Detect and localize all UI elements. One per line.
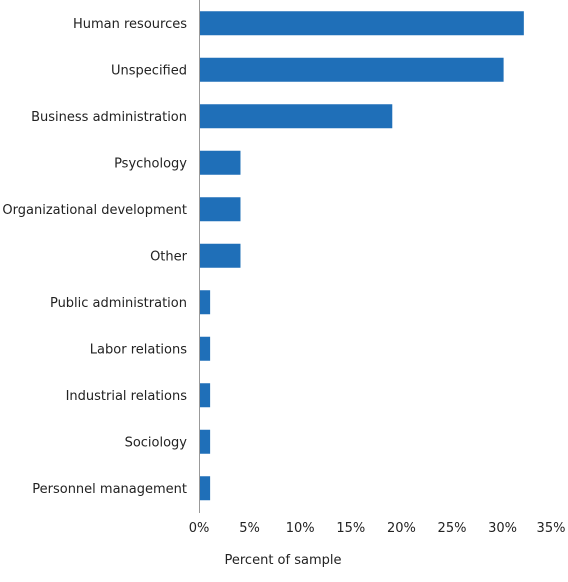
category-label: Psychology	[114, 156, 187, 171]
category-label: Personnel management	[32, 482, 187, 497]
category-label: Unspecified	[111, 63, 187, 78]
bars	[200, 11, 524, 501]
category-label: Public administration	[50, 296, 187, 311]
category-label: Other	[150, 249, 188, 264]
category-labels: Human resources Unspecified Business admin…	[2, 17, 187, 497]
category-label: Sociology	[125, 435, 188, 450]
x-tick-label: 15%	[336, 521, 365, 536]
bar-public-administration	[200, 290, 211, 315]
category-label: Industrial relations	[66, 389, 188, 404]
x-tick-label: 30%	[488, 521, 517, 536]
x-tick-label: 20%	[387, 521, 416, 536]
bar-personnel-management	[200, 476, 211, 501]
bar-unspecified	[200, 57, 504, 82]
x-tick-label: 25%	[438, 521, 467, 536]
bar-business-administration	[200, 104, 393, 129]
bar-labor-relations	[200, 336, 211, 361]
x-axis-title: Percent of sample	[225, 553, 342, 568]
category-label: Labor relations	[90, 342, 187, 357]
x-tick-label: 0%	[189, 521, 210, 536]
category-label: Business administration	[31, 110, 187, 125]
bar-other	[200, 243, 241, 268]
category-label: Organizational development	[2, 203, 187, 218]
bar-human-resources	[200, 11, 524, 36]
bar-psychology	[200, 150, 241, 175]
bar-sociology	[200, 429, 211, 454]
x-tick-label: 5%	[239, 521, 260, 536]
category-label: Human resources	[73, 17, 187, 32]
bar-organizational-development	[200, 197, 241, 222]
x-tick-label: 10%	[286, 521, 315, 536]
x-tick-label: 35%	[537, 521, 566, 536]
bar-industrial-relations	[200, 383, 211, 408]
x-tick-labels: 0% 5% 10% 15% 20% 25% 30% 35%	[189, 521, 566, 536]
